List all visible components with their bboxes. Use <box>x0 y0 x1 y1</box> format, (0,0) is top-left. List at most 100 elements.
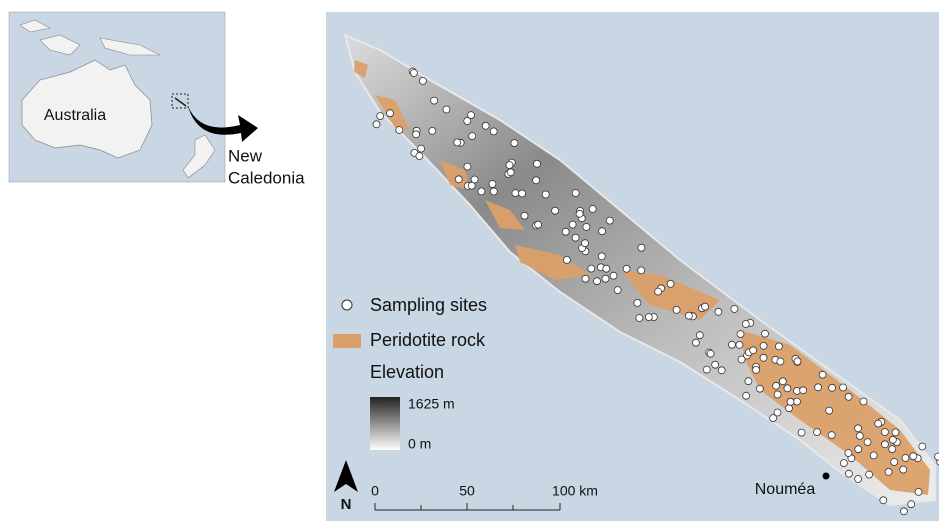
sampling-site <box>900 466 907 473</box>
sampling-site <box>743 392 750 399</box>
sampling-site <box>634 299 641 306</box>
sampling-site <box>511 140 518 147</box>
sampling-site <box>562 228 569 235</box>
sampling-site <box>464 163 471 170</box>
sampling-site <box>736 341 743 348</box>
sampling-site <box>870 452 877 459</box>
sampling-site <box>738 356 745 363</box>
sampling-site <box>692 339 699 346</box>
sampling-site <box>563 256 570 263</box>
sampling-site <box>750 347 757 354</box>
sampling-site <box>468 112 475 119</box>
sampling-site <box>855 446 862 453</box>
sampling-site <box>731 306 738 313</box>
sampling-site <box>737 331 744 338</box>
sampling-site <box>762 330 769 337</box>
sampling-site <box>535 221 542 228</box>
sampling-site <box>840 384 847 391</box>
sampling-site <box>478 188 485 195</box>
sampling-site <box>413 131 420 138</box>
sampling-site <box>880 497 887 504</box>
sampling-site <box>826 407 833 414</box>
sampling-site <box>742 321 749 328</box>
sampling-site <box>800 387 807 394</box>
sampling-site <box>507 169 514 176</box>
sampling-site <box>542 191 549 198</box>
legend-label: Sampling sites <box>370 295 487 315</box>
sampling-site <box>885 468 892 475</box>
sampling-site <box>860 398 867 405</box>
legend-symbol <box>333 334 361 348</box>
sampling-site <box>396 127 403 134</box>
sampling-site <box>512 190 519 197</box>
sampling-site <box>410 70 417 77</box>
sampling-site <box>777 358 784 365</box>
sampling-site <box>715 308 722 315</box>
sampling-site <box>881 441 888 448</box>
sampling-site <box>702 303 709 310</box>
sampling-site <box>794 398 801 405</box>
sampling-site <box>756 385 763 392</box>
sampling-site <box>429 127 436 134</box>
sampling-site <box>784 385 791 392</box>
sampling-site <box>576 210 583 217</box>
scale-label: 50 <box>459 483 475 499</box>
sampling-site <box>623 265 630 272</box>
sampling-site <box>910 453 917 460</box>
sampling-site <box>645 314 652 321</box>
sampling-site <box>775 343 782 350</box>
sampling-site <box>745 378 752 385</box>
sampling-site <box>583 224 590 231</box>
inset-label: Australia <box>44 107 106 124</box>
sampling-site <box>638 244 645 251</box>
sampling-site <box>667 280 674 287</box>
sampling-site <box>588 265 595 272</box>
sampling-site <box>490 128 497 135</box>
sampling-site <box>418 145 425 152</box>
sampling-site <box>534 160 541 167</box>
sampling-site <box>455 176 462 183</box>
sampling-site <box>875 420 882 427</box>
sampling-site <box>845 470 852 477</box>
sampling-site <box>416 153 423 160</box>
sampling-site <box>696 332 703 339</box>
sampling-site <box>589 206 596 213</box>
sampling-site <box>935 453 939 460</box>
sampling-site <box>902 455 909 462</box>
elevation-ramp <box>370 397 400 450</box>
north-label: N <box>341 496 352 513</box>
sampling-site <box>889 436 896 443</box>
sampling-site <box>855 476 862 483</box>
sampling-site <box>468 182 475 189</box>
inset-map: Australia <box>9 12 225 182</box>
sampling-site <box>443 106 450 113</box>
sampling-site <box>815 384 822 391</box>
sampling-site <box>533 177 540 184</box>
inset-label: New <box>228 146 263 165</box>
sampling-site <box>774 391 781 398</box>
sampling-site <box>919 443 926 450</box>
sampling-site <box>915 488 922 495</box>
sampling-site <box>582 275 589 282</box>
sampling-site <box>377 113 384 120</box>
sampling-site <box>753 366 760 373</box>
sampling-site <box>431 97 438 104</box>
sampling-site <box>814 429 821 436</box>
sampling-site <box>521 212 528 219</box>
sampling-site <box>582 240 589 247</box>
sampling-site <box>685 312 692 319</box>
sampling-site <box>889 446 896 453</box>
sampling-site <box>603 265 610 272</box>
sampling-site <box>760 342 767 349</box>
sampling-site <box>779 378 786 385</box>
sampling-site <box>900 508 907 515</box>
sampling-site <box>855 425 862 432</box>
legend-label: Elevation <box>370 362 444 382</box>
sampling-site <box>829 384 836 391</box>
legend-label: 0 m <box>408 436 431 452</box>
city-marker <box>823 473 830 480</box>
sampling-site <box>774 409 781 416</box>
sampling-site <box>786 405 793 412</box>
sampling-site <box>881 429 888 436</box>
sampling-site <box>482 122 489 129</box>
